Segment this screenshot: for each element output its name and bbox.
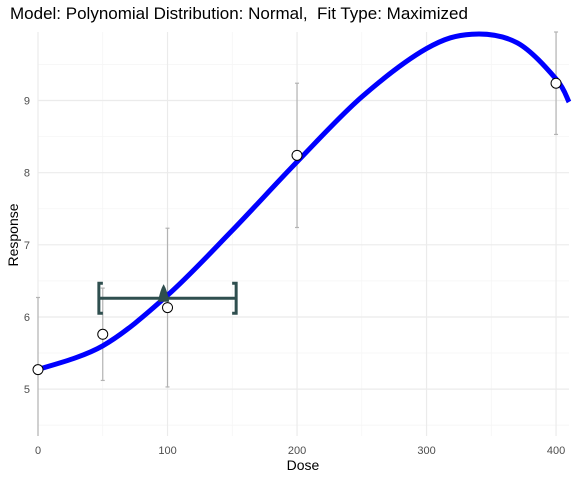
y-tick-label: 9 — [24, 96, 30, 108]
data-points — [32, 77, 562, 376]
y-tick-label: 5 — [24, 384, 30, 396]
x-axis-title: Dose — [287, 457, 320, 473]
y-tick-label: 7 — [24, 240, 30, 252]
bmd-marker — [158, 284, 170, 302]
bmdl-bracket — [97, 281, 103, 315]
y-tick-label: 8 — [24, 168, 30, 180]
y-axis-title: Response — [5, 203, 21, 266]
chart-title: Model: Polynomial Distribution: Normal, … — [10, 4, 468, 23]
bmdu-bracket — [232, 281, 238, 315]
data-point — [97, 328, 109, 340]
bmd-interval — [97, 281, 238, 315]
data-point — [162, 302, 174, 314]
x-tick-label: 100 — [158, 445, 176, 457]
fit-line — [37, 31, 572, 372]
x-tick-label: 300 — [417, 445, 435, 457]
x-tick-label: 400 — [547, 445, 565, 457]
y-tick-label: 6 — [24, 312, 30, 324]
tick-labels: 0 100 200 300 400 5 6 7 8 9 — [24, 96, 565, 457]
x-tick-label: 200 — [288, 445, 306, 457]
fit-line-group — [37, 31, 572, 372]
data-point — [291, 149, 303, 161]
data-point — [550, 77, 562, 89]
grid — [37, 32, 569, 436]
x-tick-label: 0 — [35, 445, 41, 457]
data-point — [32, 364, 44, 376]
